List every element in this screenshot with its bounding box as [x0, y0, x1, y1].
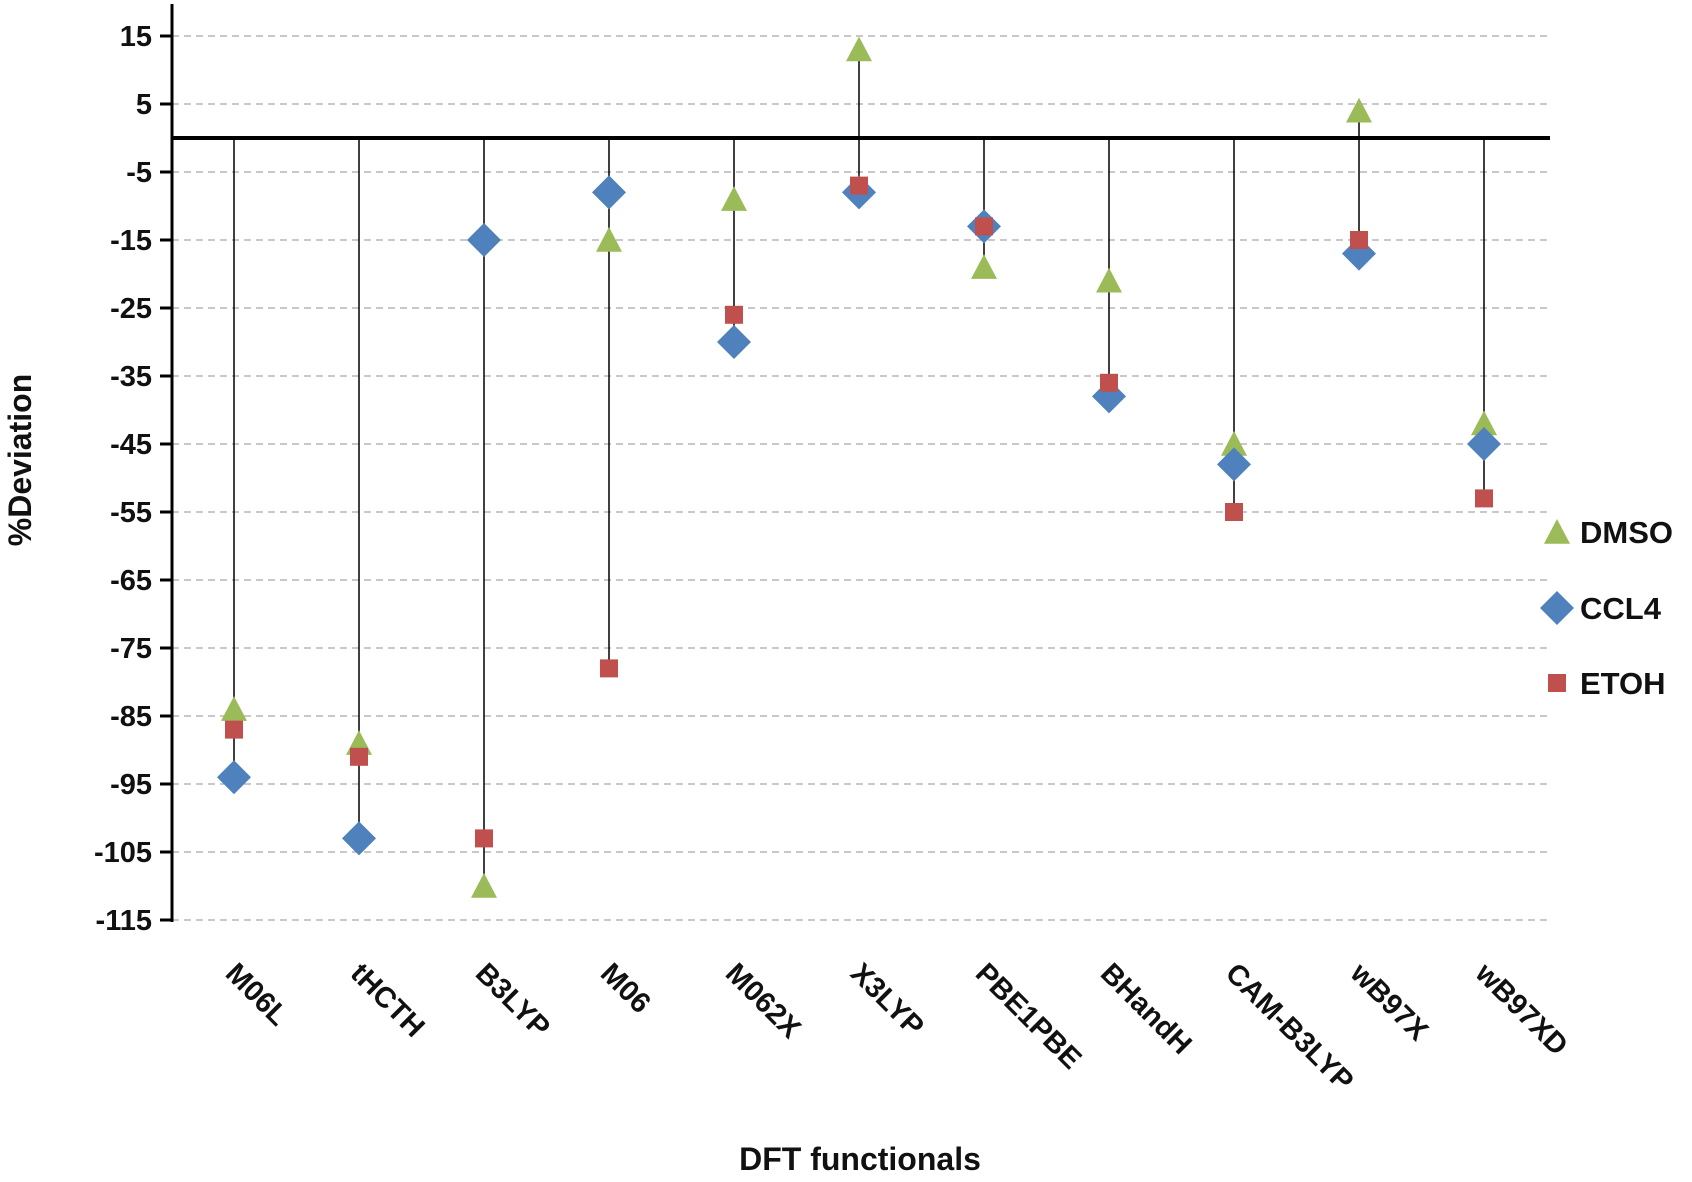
data-point-ccl4: [592, 175, 626, 210]
data-point-ccl4: [1467, 427, 1501, 461]
data-point-dmso: [721, 186, 747, 211]
y-tick-label: -85: [110, 701, 152, 733]
drop-lines: [233, 49, 1485, 886]
data-point-dmso: [221, 696, 247, 721]
data-point-etoh: [850, 176, 868, 195]
x-tick-label: wB97XD: [1468, 957, 1573, 1062]
data-point-etoh: [600, 659, 618, 678]
x-tick-label: wB97X: [1343, 957, 1434, 1048]
y-tick-label: -65: [110, 565, 152, 597]
y-tick-labels: 15 5 -5 -15 -25 -35 -45 -55 -65 -75 -85 -95 -105 -115: [94, 21, 152, 937]
x-tick-label: PBE1PBE: [969, 957, 1087, 1075]
data-point-dmso: [846, 36, 872, 62]
data-point-ccl4: [342, 821, 376, 856]
x-tick-labels: M06L tHCTH B3LYP M06 M062X X3LYP PBE1PBE BHandH…: [219, 957, 1574, 1098]
data-point-dmso: [1221, 431, 1247, 456]
y-tick-label: -75: [110, 633, 152, 665]
data-point-dmso: [1471, 410, 1497, 436]
data-point-ccl4: [217, 760, 251, 795]
y-tick-label: -35: [110, 361, 152, 393]
x-tick-label: B3LYP: [469, 957, 556, 1044]
data-point-ccl4: [467, 223, 501, 257]
legend: DMSO CCL4 ETOH: [1540, 515, 1673, 701]
data-point-dmso: [1346, 97, 1372, 123]
y-tick-label: -25: [110, 293, 152, 325]
data-point-etoh: [225, 720, 243, 739]
legend-label: ETOH: [1580, 666, 1666, 701]
data-point-ccl4: [717, 325, 751, 359]
legend-label: CCL4: [1580, 591, 1662, 626]
y-tick-label: -115: [96, 905, 152, 937]
data-point-etoh: [1225, 503, 1243, 521]
legend-marker-etoh: [1548, 674, 1566, 692]
y-tick-label: 15: [120, 21, 152, 53]
x-tick-label: BHandH: [1094, 957, 1198, 1061]
legend-label: DMSO: [1580, 515, 1673, 550]
data-point-etoh: [1100, 373, 1118, 392]
data-point-dmso: [596, 227, 622, 252]
y-tick-label: -5: [126, 157, 152, 189]
data-point-etoh: [350, 747, 368, 766]
data-points: [217, 36, 1501, 898]
data-point-etoh: [725, 305, 743, 324]
data-point-etoh: [475, 829, 493, 848]
legend-marker-dmso: [1544, 519, 1570, 544]
y-axis-title: %Deviation: [2, 374, 38, 546]
x-axis-title: DFT functionals: [739, 1141, 981, 1177]
x-tick-label: tHCTH: [344, 957, 430, 1043]
x-tick-label: M06L: [219, 957, 294, 1032]
y-tick-label: -15: [110, 225, 152, 257]
data-point-etoh: [1475, 489, 1493, 508]
y-tick-label: -105: [94, 837, 152, 869]
y-tick-label: -95: [110, 769, 152, 801]
data-point-etoh: [975, 217, 993, 236]
y-tick-label: -45: [110, 429, 152, 461]
axes: [160, 4, 1550, 922]
y-tick-label: 5: [136, 89, 152, 121]
data-point-dmso: [971, 254, 997, 279]
data-point-dmso: [1096, 267, 1122, 293]
x-tick-label: CAM-B3LYP: [1219, 957, 1359, 1097]
data-point-etoh: [1350, 231, 1368, 249]
data-point-dmso: [471, 873, 497, 898]
legend-marker-ccl4: [1540, 591, 1574, 625]
x-tick-label: M062X: [719, 957, 807, 1045]
y-tick-label: -55: [110, 497, 152, 529]
gridlines: [172, 35, 1550, 921]
x-tick-label: M06: [594, 957, 657, 1020]
x-tick-label: X3LYP: [844, 957, 930, 1043]
data-point-ccl4: [1217, 447, 1251, 482]
